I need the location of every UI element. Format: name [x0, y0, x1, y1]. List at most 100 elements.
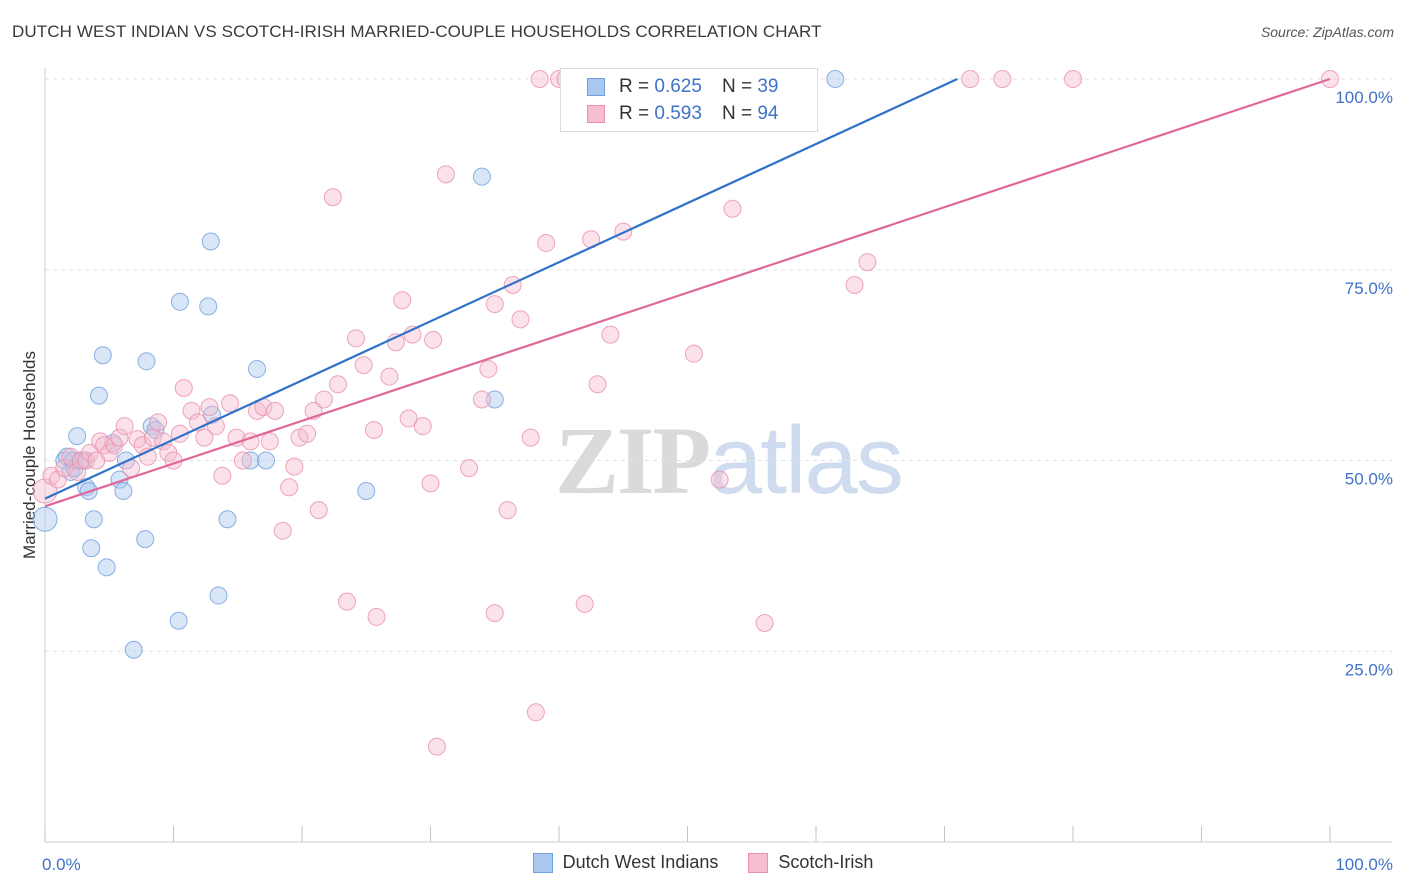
- chart-title: DUTCH WEST INDIAN VS SCOTCH-IRISH MARRIE…: [12, 22, 822, 41]
- data-point: [826, 70, 845, 88]
- data-point: [213, 466, 232, 485]
- legend-swatch-scotch: [587, 105, 605, 123]
- data-point: [485, 604, 504, 623]
- data-point: [32, 506, 58, 532]
- data-point: [170, 292, 189, 311]
- data-point: [521, 428, 540, 447]
- data-point: [601, 325, 620, 344]
- data-point: [323, 188, 342, 207]
- data-point: [485, 390, 504, 409]
- data-point: [97, 558, 116, 577]
- data-point: [257, 451, 276, 470]
- data-point: [424, 330, 443, 349]
- data-point: [472, 167, 491, 186]
- data-point: [137, 352, 156, 371]
- data-point: [380, 367, 399, 386]
- legend-row-dutch: R = 0.625 N = 39: [587, 75, 778, 99]
- data-point: [427, 737, 446, 756]
- x-tick-label-min: 0.0%: [42, 855, 81, 874]
- data-point: [436, 165, 455, 184]
- data-point: [71, 451, 90, 470]
- y-tick-label: 25.0%: [1345, 660, 1393, 679]
- data-point: [89, 386, 108, 405]
- legend-item-dutch-west-indians: Dutch West Indians: [532, 852, 719, 873]
- data-point: [961, 70, 980, 88]
- x-tick-label-max: 100.0%: [1335, 855, 1393, 874]
- data-point: [124, 640, 143, 659]
- data-point: [710, 470, 729, 489]
- tick-labels: 25.0% 50.0% 75.0% 100.0% 0.0% 100.0%: [42, 88, 1393, 874]
- data-points: [32, 70, 1339, 756]
- series-scotch-irish: [32, 70, 1339, 756]
- y-tick-label: 50.0%: [1345, 470, 1393, 489]
- data-point: [273, 521, 292, 540]
- trend-lines: [44, 77, 1331, 508]
- data-point: [182, 401, 201, 420]
- legend-swatch-scotch: [748, 852, 769, 873]
- data-point: [195, 428, 214, 447]
- data-point: [136, 530, 155, 549]
- data-point: [993, 70, 1012, 88]
- legend-r-value: 0.625: [654, 76, 702, 97]
- data-point: [285, 457, 304, 476]
- legend-n-label: N =: [721, 103, 753, 124]
- axes: [44, 68, 1392, 843]
- data-point: [346, 329, 365, 348]
- data-point: [845, 276, 864, 295]
- data-point: [149, 413, 168, 432]
- data-point: [201, 232, 220, 251]
- data-point: [241, 451, 260, 470]
- legend-r-value: 0.593: [654, 103, 702, 124]
- data-point: [498, 501, 517, 520]
- data-point: [209, 586, 228, 605]
- data-point: [314, 390, 333, 409]
- data-point: [199, 297, 218, 316]
- legend-item-scotch-irish: Scotch-Irish: [748, 852, 873, 873]
- series-dutch-west-indians: [32, 70, 845, 659]
- source-label: Source: ZipAtlas.com: [1260, 24, 1394, 40]
- data-point: [858, 253, 877, 272]
- data-point: [174, 379, 193, 398]
- data-point: [485, 295, 504, 314]
- data-point: [472, 390, 491, 409]
- legend-n-value: 94: [757, 103, 779, 124]
- legend-row-scotch: R = 0.593 N = 94: [587, 102, 778, 126]
- legend-n-value: 39: [757, 76, 779, 97]
- gridlines: [45, 78, 1392, 652]
- data-point: [413, 417, 432, 436]
- data-point: [530, 70, 549, 88]
- data-point: [248, 359, 267, 378]
- data-point: [221, 394, 240, 413]
- data-point: [298, 424, 317, 443]
- trend-line-dutch: [44, 78, 958, 500]
- data-point: [399, 409, 418, 428]
- data-point: [200, 398, 219, 417]
- data-point: [68, 427, 87, 446]
- data-point: [357, 482, 376, 501]
- data-point: [280, 478, 299, 497]
- stats-legend: R = 0.625 N = 39 R = 0.593 N = 94: [560, 68, 818, 132]
- data-point: [48, 470, 67, 489]
- data-point: [115, 417, 134, 436]
- legend-n-label: N =: [721, 76, 753, 97]
- data-point: [169, 611, 188, 630]
- y-tick-label: 75.0%: [1345, 279, 1393, 298]
- data-point: [723, 199, 742, 218]
- data-point: [588, 375, 607, 394]
- data-point: [309, 501, 328, 520]
- data-point: [537, 234, 556, 253]
- data-point: [1064, 70, 1082, 88]
- data-point: [260, 432, 279, 451]
- legend-label-dutch: Dutch West Indians: [562, 852, 719, 872]
- data-point: [82, 539, 101, 558]
- data-point: [479, 359, 498, 378]
- legend-swatch-dutch: [587, 78, 605, 96]
- data-point: [354, 356, 373, 375]
- data-point: [84, 510, 103, 529]
- data-point: [575, 594, 594, 613]
- legend-swatch-dutch: [532, 852, 553, 873]
- data-point: [93, 346, 112, 365]
- trend-line-scotch: [44, 77, 1331, 508]
- data-point: [266, 401, 285, 420]
